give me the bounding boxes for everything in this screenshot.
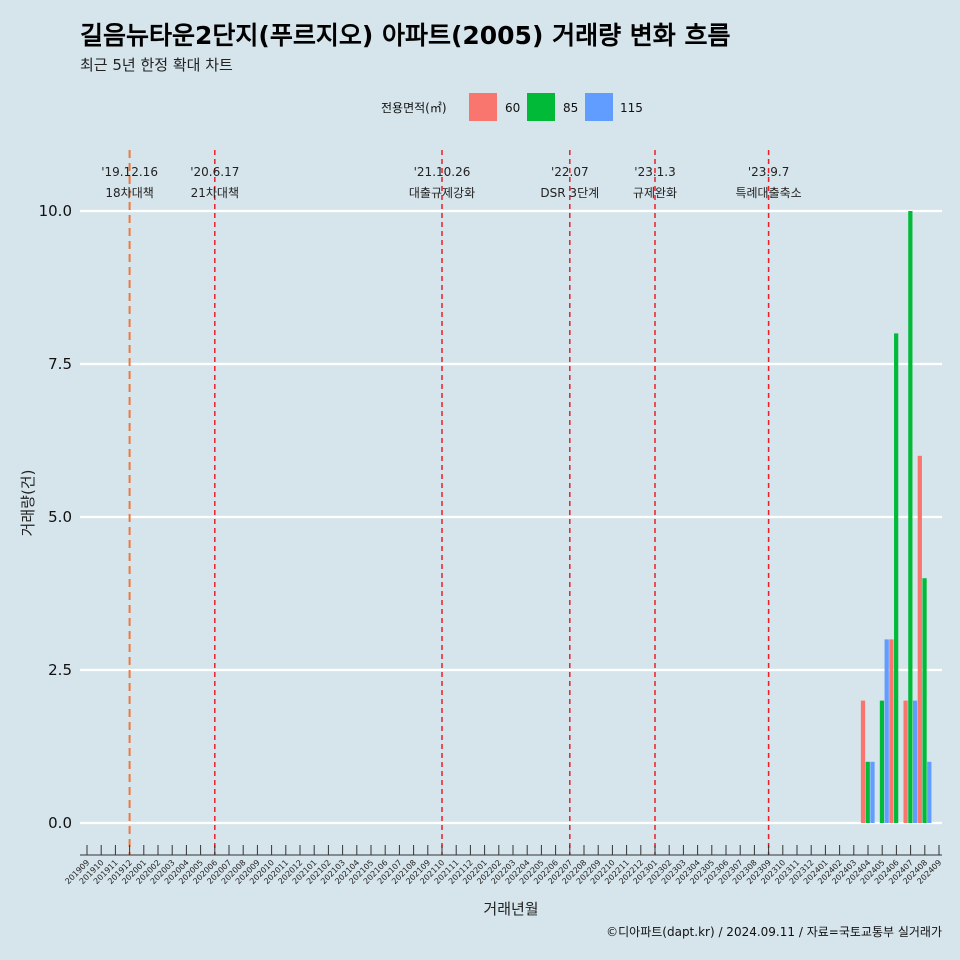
bar-85	[908, 211, 913, 823]
gridlines	[80, 209, 942, 825]
event-label: 대출규제강화	[409, 186, 475, 200]
legend-label-85: 85	[563, 101, 578, 115]
event-date-label: '21.10.26	[414, 165, 471, 179]
legend: 전용면적(㎡) 60 85 115	[381, 93, 643, 121]
legend-title: 전용면적(㎡)	[381, 101, 447, 115]
event-label: DSR 3단계	[540, 186, 599, 200]
event-date-label: '23.1.3	[634, 165, 675, 179]
bar-115	[912, 700, 918, 823]
bar-115	[927, 761, 932, 823]
bar-85	[894, 333, 899, 823]
event-label: 규제완화	[633, 186, 677, 200]
bar-115	[870, 761, 875, 823]
legend-key-85	[527, 93, 555, 121]
event-date-label: '22.07	[551, 165, 589, 179]
event-date-label: '23.9.7	[748, 165, 789, 179]
y-tick-label: 10.0	[39, 202, 72, 220]
legend-key-60	[469, 93, 497, 121]
event-label: 21차대책	[191, 185, 239, 200]
bar-85	[865, 761, 870, 823]
caption: ©디아파트(dapt.kr) / 2024.09.11 / 자료=국토교통부 실…	[606, 925, 942, 939]
legend-label-115: 115	[620, 101, 643, 115]
chart-subtitle: 최근 5년 한정 확대 차트	[80, 56, 233, 74]
legend-key-115	[585, 93, 613, 121]
bar-115	[884, 639, 889, 823]
bar-85	[879, 700, 885, 823]
y-tick-label: 7.5	[48, 355, 72, 373]
y-tick-label: 2.5	[48, 661, 72, 679]
event-date-label: '19.12.16	[101, 165, 158, 179]
y-axis-label: 거래량(건)	[19, 470, 37, 537]
bar-85	[922, 578, 927, 823]
event-label: 특례대출축소	[735, 186, 801, 200]
event-lines: '19.12.16 18차대책 '20.6.17 21차대책 '21.10.26 대출규제…	[101, 150, 802, 855]
y-tick-label: 0.0	[48, 814, 72, 832]
bar-60	[903, 700, 908, 823]
bar-60	[860, 700, 866, 823]
event-label: 18차대책	[105, 185, 153, 200]
bar-60	[917, 455, 922, 823]
legend-label-60: 60	[505, 101, 520, 115]
x-axis: 2019092019102019112019122020012020022020…	[63, 845, 943, 886]
y-axis-ticks: 0.0 2.5 5.0 7.5 10.0	[39, 202, 72, 832]
y-tick-label: 5.0	[48, 508, 72, 526]
event-date-label: '20.6.17	[190, 165, 239, 179]
chart-title: 길음뉴타운2단지(푸르지오) 아파트(2005) 거래량 변화 흐름	[80, 21, 731, 50]
bar-60	[889, 639, 894, 823]
bars	[860, 211, 932, 823]
x-axis-label: 거래년월	[483, 900, 538, 918]
